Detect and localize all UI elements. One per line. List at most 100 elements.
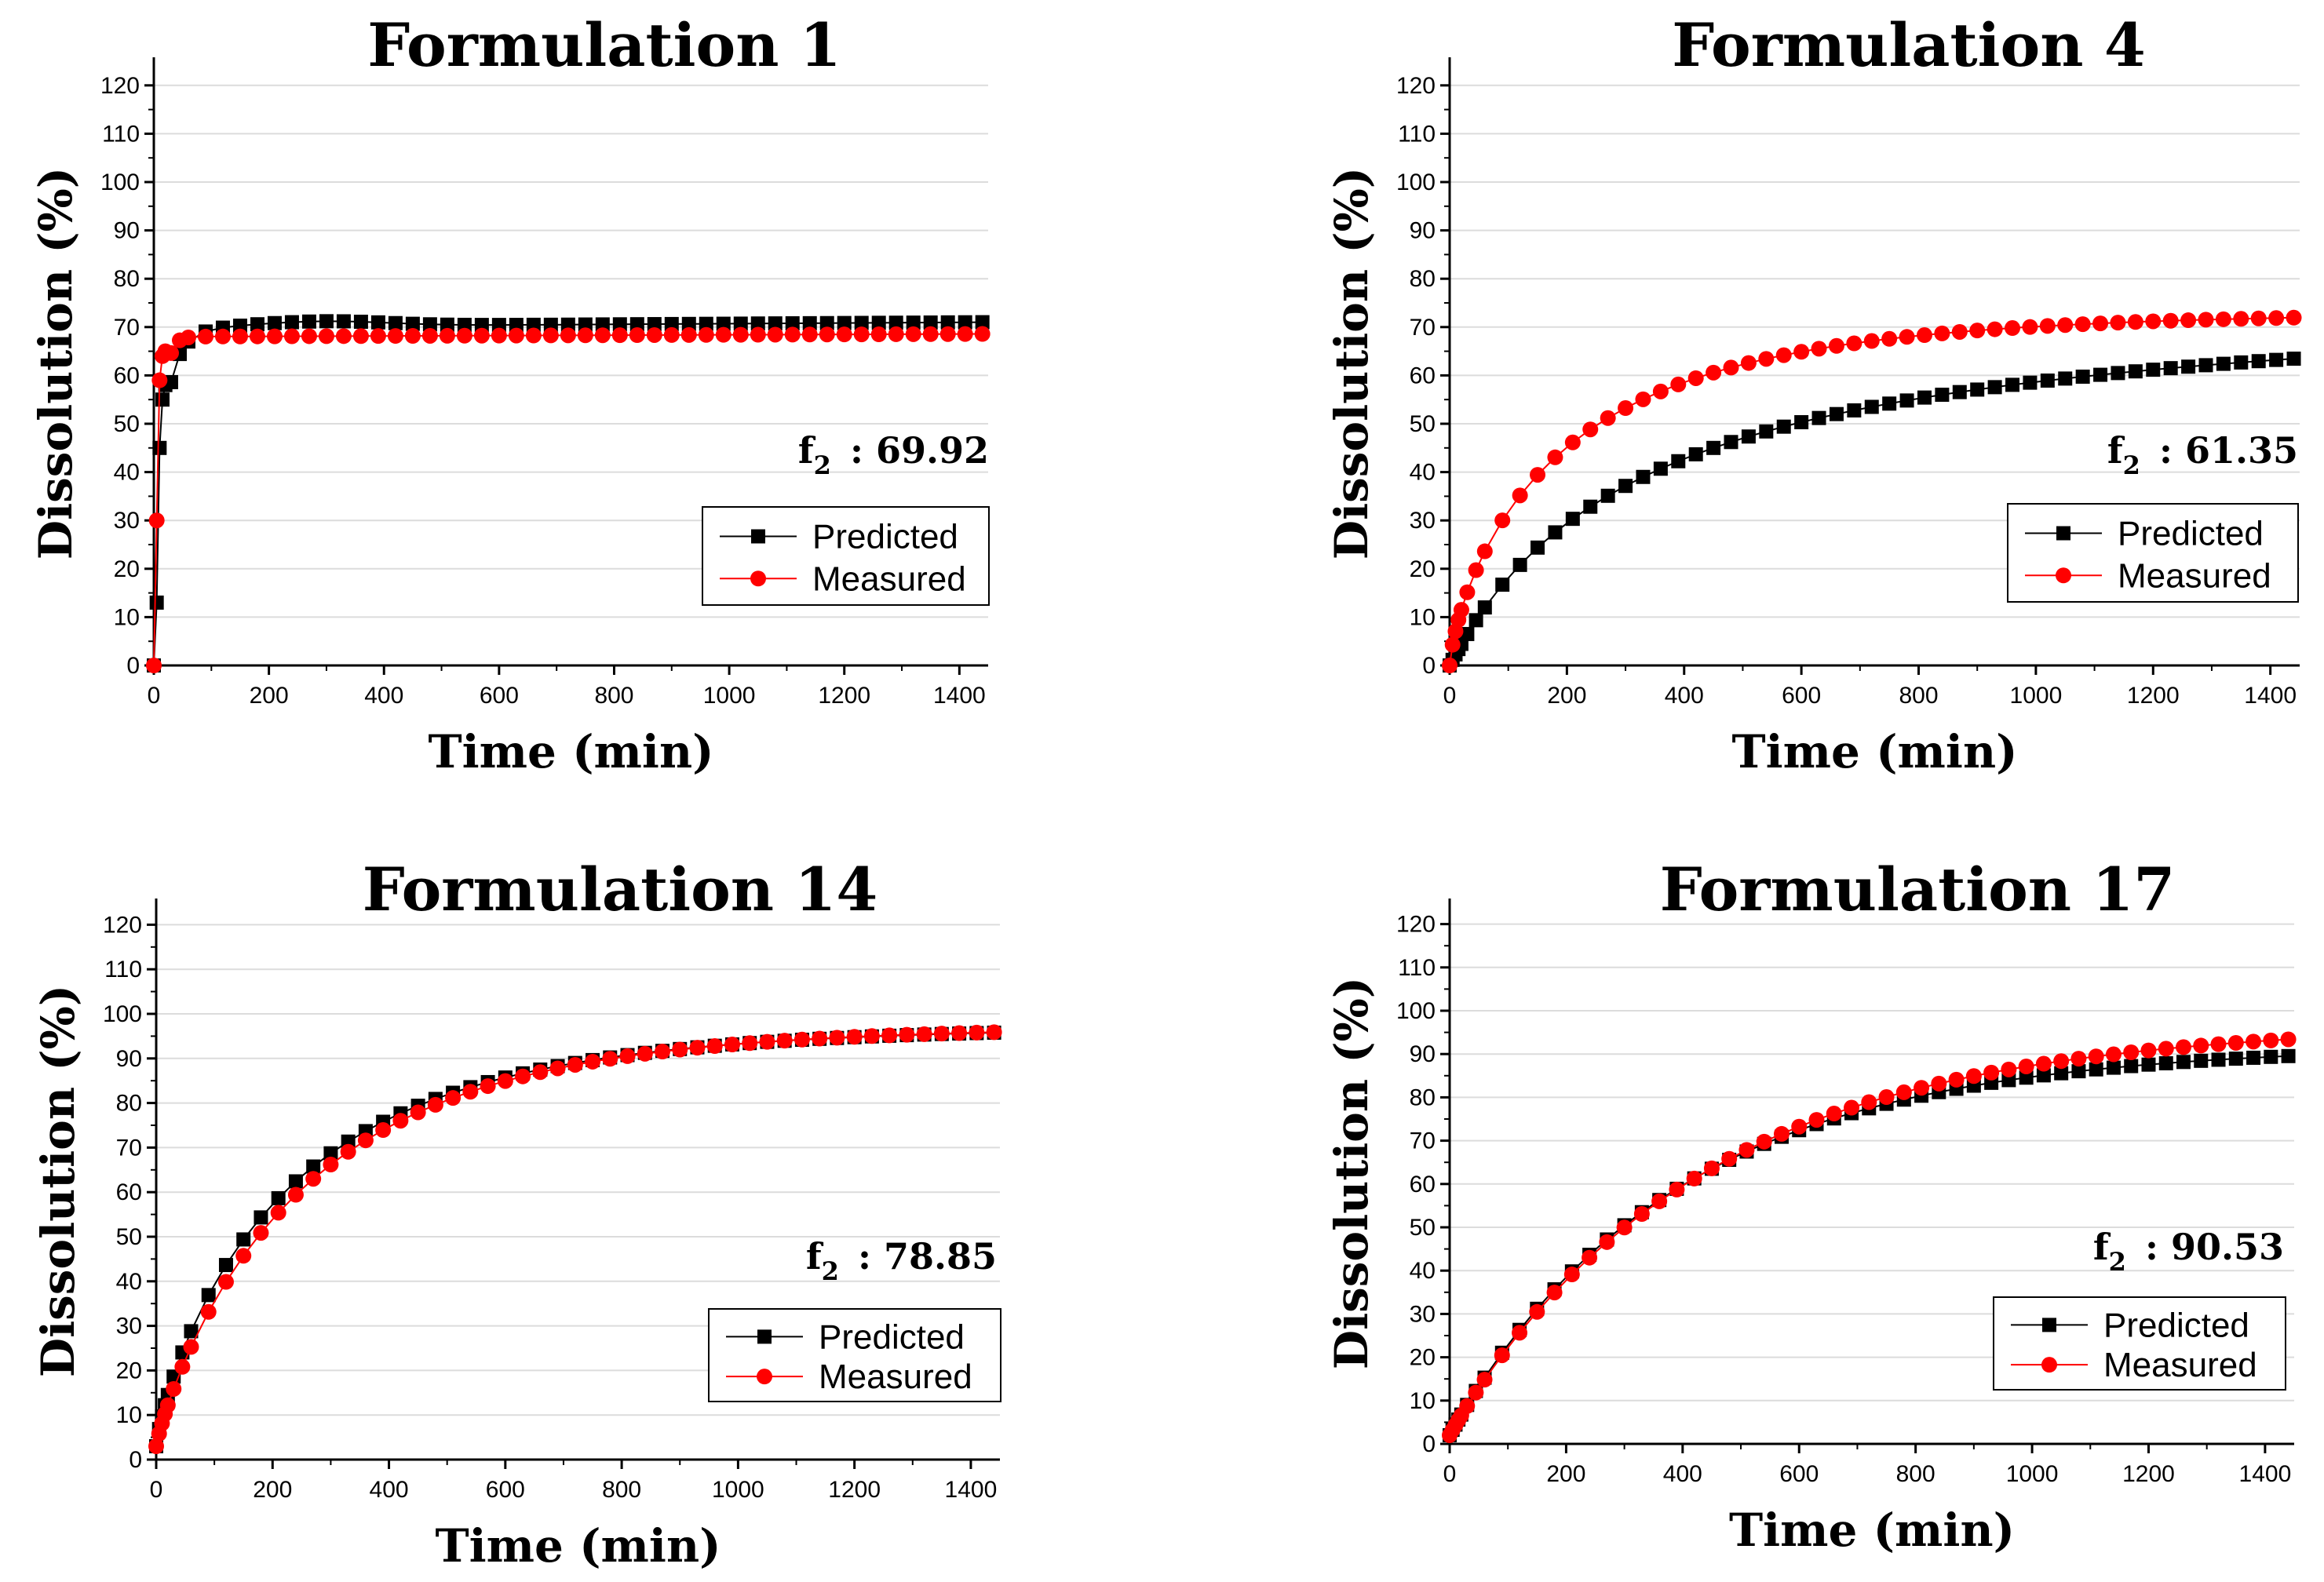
x-tick-label: 1400 bbox=[933, 683, 986, 709]
data-point bbox=[335, 328, 352, 344]
f2-annotation: f2 : 90.53 bbox=[2093, 1226, 2284, 1277]
data-point bbox=[1618, 400, 1634, 417]
data-point bbox=[829, 1030, 845, 1046]
data-point bbox=[602, 1051, 618, 1067]
data-point bbox=[2124, 1059, 2139, 1074]
data-point bbox=[1477, 600, 1492, 615]
x-tick-label: 0 bbox=[1443, 683, 1457, 709]
x-tick-label: 1000 bbox=[703, 683, 756, 709]
data-point bbox=[2234, 355, 2249, 370]
data-point bbox=[2058, 371, 2073, 386]
data-point bbox=[1530, 467, 1546, 483]
series-measured bbox=[146, 326, 991, 673]
series-measured bbox=[1442, 309, 2302, 673]
data-point bbox=[2210, 1036, 2227, 1052]
data-point bbox=[301, 328, 317, 344]
data-point bbox=[2158, 1041, 2174, 1057]
data-point bbox=[1476, 1372, 1493, 1388]
x-tick-label: 200 bbox=[250, 683, 289, 709]
data-point bbox=[2088, 1048, 2104, 1065]
data-point bbox=[491, 327, 507, 344]
data-point bbox=[2181, 359, 2196, 374]
data-point bbox=[283, 328, 300, 344]
legend: Predicted Measured bbox=[702, 506, 990, 606]
x-tick-label: 800 bbox=[594, 683, 633, 709]
y-tick-label: 60 bbox=[114, 363, 140, 388]
data-point bbox=[1738, 1142, 1755, 1158]
data-point bbox=[560, 327, 576, 344]
data-point bbox=[542, 327, 559, 344]
data-point bbox=[151, 372, 168, 388]
data-point bbox=[1512, 1325, 1528, 1341]
data-point bbox=[491, 318, 506, 333]
data-point bbox=[2018, 1059, 2034, 1075]
f2-subscript: 2 bbox=[814, 450, 831, 480]
data-point bbox=[2233, 311, 2249, 327]
data-point bbox=[785, 315, 800, 330]
data-point bbox=[2286, 352, 2301, 366]
data-point bbox=[1791, 1118, 1808, 1135]
data-point bbox=[183, 1339, 199, 1355]
data-point bbox=[951, 1025, 968, 1041]
data-point bbox=[1914, 1080, 1930, 1096]
x-axis-label: Time (min) bbox=[1729, 1504, 2015, 1557]
data-point bbox=[232, 319, 247, 334]
data-point bbox=[812, 1030, 828, 1047]
x-tick-label: 400 bbox=[1665, 683, 1704, 709]
data-point bbox=[2281, 1048, 2296, 1063]
f2-annotation: f2 : 61.35 bbox=[2107, 429, 2298, 480]
data-point bbox=[742, 1035, 758, 1052]
series-predicted bbox=[147, 314, 990, 673]
data-point bbox=[497, 1073, 513, 1089]
chart-title: Formulation 4 bbox=[1672, 10, 2146, 80]
f2-subscript: 2 bbox=[822, 1256, 839, 1286]
y-tick-label: 120 bbox=[103, 912, 142, 938]
data-point bbox=[681, 316, 696, 331]
data-point bbox=[236, 1232, 251, 1247]
data-point bbox=[2180, 312, 2197, 329]
data-point bbox=[2145, 313, 2162, 330]
y-tick-label: 80 bbox=[1410, 1084, 1436, 1110]
data-point bbox=[2227, 1034, 2244, 1051]
data-point bbox=[767, 326, 783, 343]
data-point bbox=[672, 1041, 688, 1058]
chart-panel-4: Formulation 1701020304050607080901001101… bbox=[1325, 855, 2297, 1557]
data-point bbox=[180, 329, 196, 345]
data-point bbox=[271, 1190, 286, 1205]
data-point bbox=[2005, 320, 2021, 337]
data-point bbox=[1864, 399, 1879, 414]
legend-label: Measured bbox=[812, 560, 966, 598]
y-tick-label: 50 bbox=[114, 411, 140, 437]
data-point bbox=[1547, 449, 1563, 465]
data-point bbox=[619, 1048, 636, 1064]
f2-annotation: f2 : 69.92 bbox=[798, 429, 989, 480]
data-point bbox=[1670, 376, 1687, 392]
data-point bbox=[2140, 1042, 2157, 1059]
x-tick-label: 0 bbox=[148, 683, 161, 709]
data-point bbox=[2251, 354, 2266, 369]
x-tick-label: 1200 bbox=[2122, 1461, 2175, 1487]
data-point bbox=[1495, 578, 1510, 592]
data-point bbox=[266, 328, 283, 344]
f2-subscript: 2 bbox=[2123, 450, 2140, 480]
data-point bbox=[2246, 1050, 2261, 1065]
data-point bbox=[1633, 1205, 1650, 1222]
data-point bbox=[689, 1040, 706, 1056]
data-point bbox=[1829, 406, 1844, 421]
y-tick-label: 10 bbox=[116, 1402, 142, 1428]
data-point bbox=[1652, 383, 1669, 399]
data-point bbox=[1756, 1133, 1772, 1150]
data-point bbox=[2070, 1051, 2087, 1067]
x-tick-label: 1000 bbox=[2006, 1461, 2059, 1487]
data-point bbox=[1616, 1219, 1633, 1236]
x-tick-label: 200 bbox=[1546, 1461, 1585, 1487]
x-tick-label: 1000 bbox=[2010, 683, 2063, 709]
data-point bbox=[1703, 1160, 1720, 1176]
data-point bbox=[1931, 1075, 1947, 1092]
data-point bbox=[2163, 361, 2178, 376]
x-tick-label: 1400 bbox=[2244, 683, 2297, 709]
y-tick-label: 120 bbox=[1396, 73, 1436, 99]
data-point bbox=[250, 317, 265, 332]
data-point bbox=[1878, 1089, 1895, 1106]
data-point bbox=[1952, 385, 1967, 399]
